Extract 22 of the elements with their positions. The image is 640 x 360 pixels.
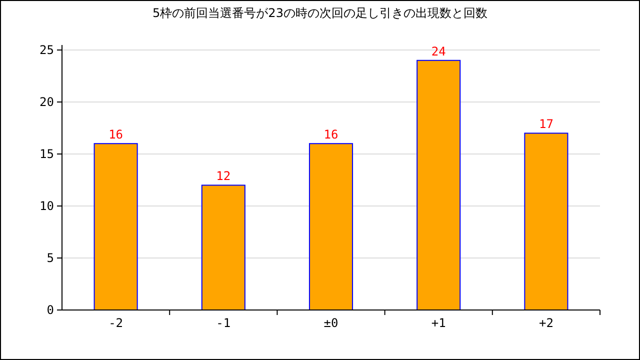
y-tick-label: 10 (40, 199, 54, 213)
data-label: 24 (431, 44, 446, 58)
data-label: 17 (538, 117, 554, 132)
bar (308, 143, 354, 310)
y-tick-label: 5 (46, 251, 54, 265)
bar (524, 132, 568, 310)
x-tick-label: +1 (431, 316, 446, 330)
bar (201, 184, 246, 310)
x-tick-label: -1 (216, 316, 231, 330)
data-label: 16 (108, 128, 124, 142)
x-tick-label: ±0 (324, 316, 338, 330)
y-tick-label: 0 (46, 303, 54, 317)
y-tick-label: 20 (40, 95, 54, 109)
data-label: 16 (324, 128, 338, 142)
chart-title: 5枠の前回当選番号が23の時の次回の足し引きの出現数と回数 (152, 6, 488, 20)
data-label: 12 (216, 169, 231, 184)
x-tick-label: -2 (108, 316, 124, 330)
bar (416, 60, 461, 310)
bar (94, 143, 138, 310)
y-tick-label: 15 (40, 147, 54, 161)
y-tick-label: 25 (40, 43, 54, 57)
x-tick-label: +2 (538, 316, 554, 330)
